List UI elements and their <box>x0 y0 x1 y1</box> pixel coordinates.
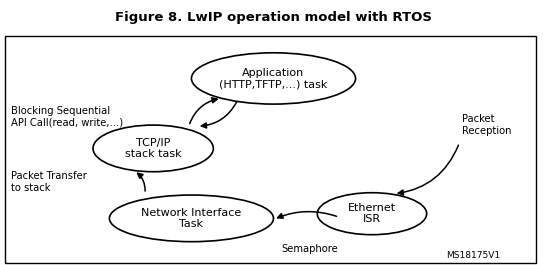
Text: Blocking Sequential
API Call(read, write,...): Blocking Sequential API Call(read, write… <box>11 106 123 128</box>
Text: TCP/IP
stack task: TCP/IP stack task <box>125 138 182 159</box>
Text: Semaphore: Semaphore <box>282 244 339 254</box>
Ellipse shape <box>191 53 356 104</box>
Text: Packet Transfer
to stack: Packet Transfer to stack <box>11 171 87 193</box>
Ellipse shape <box>109 195 274 242</box>
Ellipse shape <box>93 125 213 172</box>
Text: Packet
Reception: Packet Reception <box>462 114 511 136</box>
Text: Ethernet
ISR: Ethernet ISR <box>348 203 396 224</box>
Ellipse shape <box>317 193 427 235</box>
Text: Network Interface
Task: Network Interface Task <box>141 207 242 229</box>
Text: MS18175V1: MS18175V1 <box>446 251 500 260</box>
Text: Figure 8. LwIP operation model with RTOS: Figure 8. LwIP operation model with RTOS <box>115 11 432 24</box>
Text: Application
(HTTP,TFTP,...) task: Application (HTTP,TFTP,...) task <box>219 68 328 89</box>
